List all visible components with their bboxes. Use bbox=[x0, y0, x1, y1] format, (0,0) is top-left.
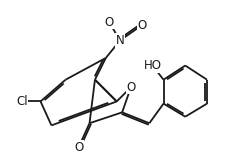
Text: N: N bbox=[115, 34, 124, 47]
Text: O: O bbox=[136, 19, 146, 32]
Text: O: O bbox=[74, 141, 83, 154]
Text: O: O bbox=[126, 81, 135, 94]
Text: Cl: Cl bbox=[16, 95, 28, 108]
Text: HO: HO bbox=[143, 59, 161, 72]
Text: O: O bbox=[104, 16, 113, 29]
